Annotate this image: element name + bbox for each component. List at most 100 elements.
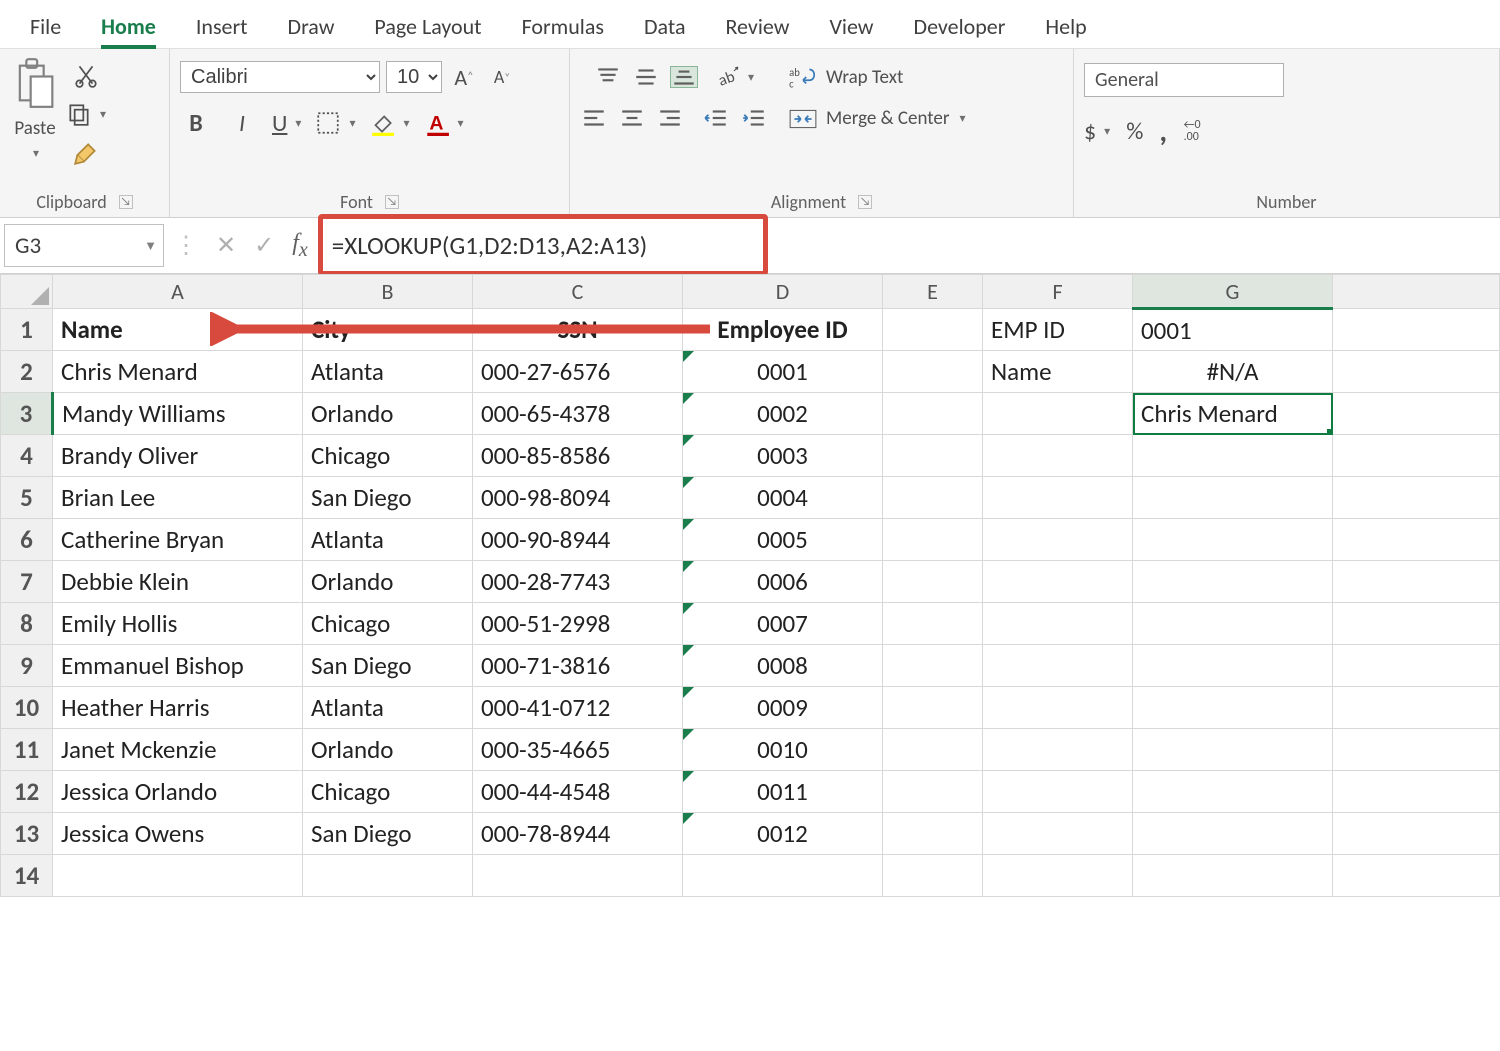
increase-indent-icon[interactable] xyxy=(740,107,768,129)
cell-C5[interactable]: 000-98-8094 xyxy=(473,477,683,519)
cell-blank[interactable] xyxy=(1333,477,1500,519)
enter-formula-icon[interactable]: ✓ xyxy=(254,231,274,260)
cell-D13[interactable]: 0012 xyxy=(683,813,883,855)
cell-C14[interactable] xyxy=(473,855,683,897)
cell-F10[interactable] xyxy=(983,687,1133,729)
cell-blank[interactable] xyxy=(1333,561,1500,603)
cell-B1[interactable]: City xyxy=(303,309,473,351)
cell-F11[interactable] xyxy=(983,729,1133,771)
cell-E12[interactable] xyxy=(883,771,983,813)
cell-E3[interactable] xyxy=(883,393,983,435)
cell-D2[interactable]: 0001 xyxy=(683,351,883,393)
fill-color-button[interactable]: ▾ xyxy=(369,110,409,136)
row-header[interactable]: 5 xyxy=(1,477,53,519)
decrease-font-icon[interactable]: A˅ xyxy=(486,61,518,93)
orientation-button[interactable]: ab ▾ xyxy=(716,65,754,89)
wrap-text-button[interactable]: abc Wrap Text xyxy=(788,65,903,89)
tab-formulas[interactable]: Formulas xyxy=(502,7,624,46)
column-header-A[interactable]: A xyxy=(53,275,303,309)
cell-B8[interactable]: Chicago xyxy=(303,603,473,645)
cell-E11[interactable] xyxy=(883,729,983,771)
decrease-indent-icon[interactable] xyxy=(702,107,730,129)
column-header-G[interactable]: G xyxy=(1133,275,1333,309)
cell-F2[interactable]: Name xyxy=(983,351,1133,393)
cell-B11[interactable]: Orlando xyxy=(303,729,473,771)
cut-icon[interactable] xyxy=(70,59,102,91)
cell-B6[interactable]: Atlanta xyxy=(303,519,473,561)
column-header-F[interactable]: F xyxy=(983,275,1133,309)
font-color-button[interactable]: A ▾ xyxy=(424,110,464,136)
cell-B14[interactable] xyxy=(303,855,473,897)
cell-D1[interactable]: Employee ID xyxy=(683,309,883,351)
insert-function-icon[interactable]: fx xyxy=(292,230,308,262)
tab-help[interactable]: Help xyxy=(1025,7,1106,46)
column-header-C[interactable]: C xyxy=(473,275,683,309)
cell-G7[interactable] xyxy=(1133,561,1333,603)
row-header[interactable]: 13 xyxy=(1,813,53,855)
row-header[interactable]: 7 xyxy=(1,561,53,603)
percent-format-button[interactable]: % xyxy=(1126,117,1143,146)
underline-button[interactable]: U▾ xyxy=(272,109,301,138)
cell-C2[interactable]: 000-27-6576 xyxy=(473,351,683,393)
cell-blank[interactable] xyxy=(1333,435,1500,477)
tab-data[interactable]: Data xyxy=(624,7,706,46)
tab-insert[interactable]: Insert xyxy=(176,7,268,46)
column-header-E[interactable]: E xyxy=(883,275,983,309)
cell-A11[interactable]: Janet Mckenzie xyxy=(53,729,303,771)
cell-G4[interactable] xyxy=(1133,435,1333,477)
cell-B7[interactable]: Orlando xyxy=(303,561,473,603)
column-header-D[interactable]: D xyxy=(683,275,883,309)
tab-file[interactable]: File xyxy=(10,7,81,46)
row-header[interactable]: 4 xyxy=(1,435,53,477)
chevron-down-icon[interactable]: ▾ xyxy=(33,146,39,161)
cell-E5[interactable] xyxy=(883,477,983,519)
align-center-icon[interactable] xyxy=(618,107,646,129)
border-button[interactable]: ▾ xyxy=(315,110,355,136)
align-left-icon[interactable] xyxy=(580,107,608,129)
cell-C8[interactable]: 000-51-2998 xyxy=(473,603,683,645)
cell-C9[interactable]: 000-71-3816 xyxy=(473,645,683,687)
font-name-select[interactable]: Calibri xyxy=(180,61,380,93)
cell-F3[interactable] xyxy=(983,393,1133,435)
cell-F14[interactable] xyxy=(983,855,1133,897)
select-all-corner[interactable] xyxy=(1,275,53,309)
cell-D8[interactable]: 0007 xyxy=(683,603,883,645)
tab-review[interactable]: Review xyxy=(705,7,809,46)
cell-D6[interactable]: 0005 xyxy=(683,519,883,561)
cell-C1[interactable]: SSN xyxy=(473,309,683,351)
cell-F5[interactable] xyxy=(983,477,1133,519)
cell-blank[interactable] xyxy=(1333,813,1500,855)
cell-E8[interactable] xyxy=(883,603,983,645)
cell-blank[interactable] xyxy=(1333,603,1500,645)
align-right-icon[interactable] xyxy=(656,107,684,129)
merge-center-button[interactable]: Merge & Center ▾ xyxy=(788,107,966,130)
cell-A3[interactable]: Mandy Williams xyxy=(53,393,303,435)
dialog-launcher-icon[interactable]: ↘ xyxy=(119,195,133,209)
cell-F9[interactable] xyxy=(983,645,1133,687)
copy-button[interactable]: ▾ xyxy=(66,101,106,127)
row-header[interactable]: 12 xyxy=(1,771,53,813)
italic-button[interactable]: I xyxy=(226,107,258,139)
cell-A12[interactable]: Jessica Orlando xyxy=(53,771,303,813)
cell-A4[interactable]: Brandy Oliver xyxy=(53,435,303,477)
cell-A5[interactable]: Brian Lee xyxy=(53,477,303,519)
tab-home[interactable]: Home xyxy=(81,7,176,46)
row-header[interactable]: 14 xyxy=(1,855,53,897)
cell-E1[interactable] xyxy=(883,309,983,351)
row-header[interactable]: 8 xyxy=(1,603,53,645)
cell-A6[interactable]: Catherine Bryan xyxy=(53,519,303,561)
cell-D3[interactable]: 0002 xyxy=(683,393,883,435)
cell-G1[interactable]: 0001 xyxy=(1133,309,1333,351)
cell-F7[interactable] xyxy=(983,561,1133,603)
column-header-B[interactable]: B xyxy=(303,275,473,309)
dialog-launcher-icon[interactable]: ↘ xyxy=(858,195,872,209)
row-header[interactable]: 10 xyxy=(1,687,53,729)
spreadsheet-grid[interactable]: ABCDEFG 1NameCitySSNEmployee IDEMP ID000… xyxy=(0,274,1500,897)
cell-A1[interactable]: Name xyxy=(53,309,303,351)
cell-blank[interactable] xyxy=(1333,645,1500,687)
cell-A2[interactable]: Chris Menard xyxy=(53,351,303,393)
cell-blank[interactable] xyxy=(1333,309,1500,351)
cell-C3[interactable]: 000-65-4378 xyxy=(473,393,683,435)
cell-G12[interactable] xyxy=(1133,771,1333,813)
accounting-format-button[interactable]: $▾ xyxy=(1084,117,1110,146)
